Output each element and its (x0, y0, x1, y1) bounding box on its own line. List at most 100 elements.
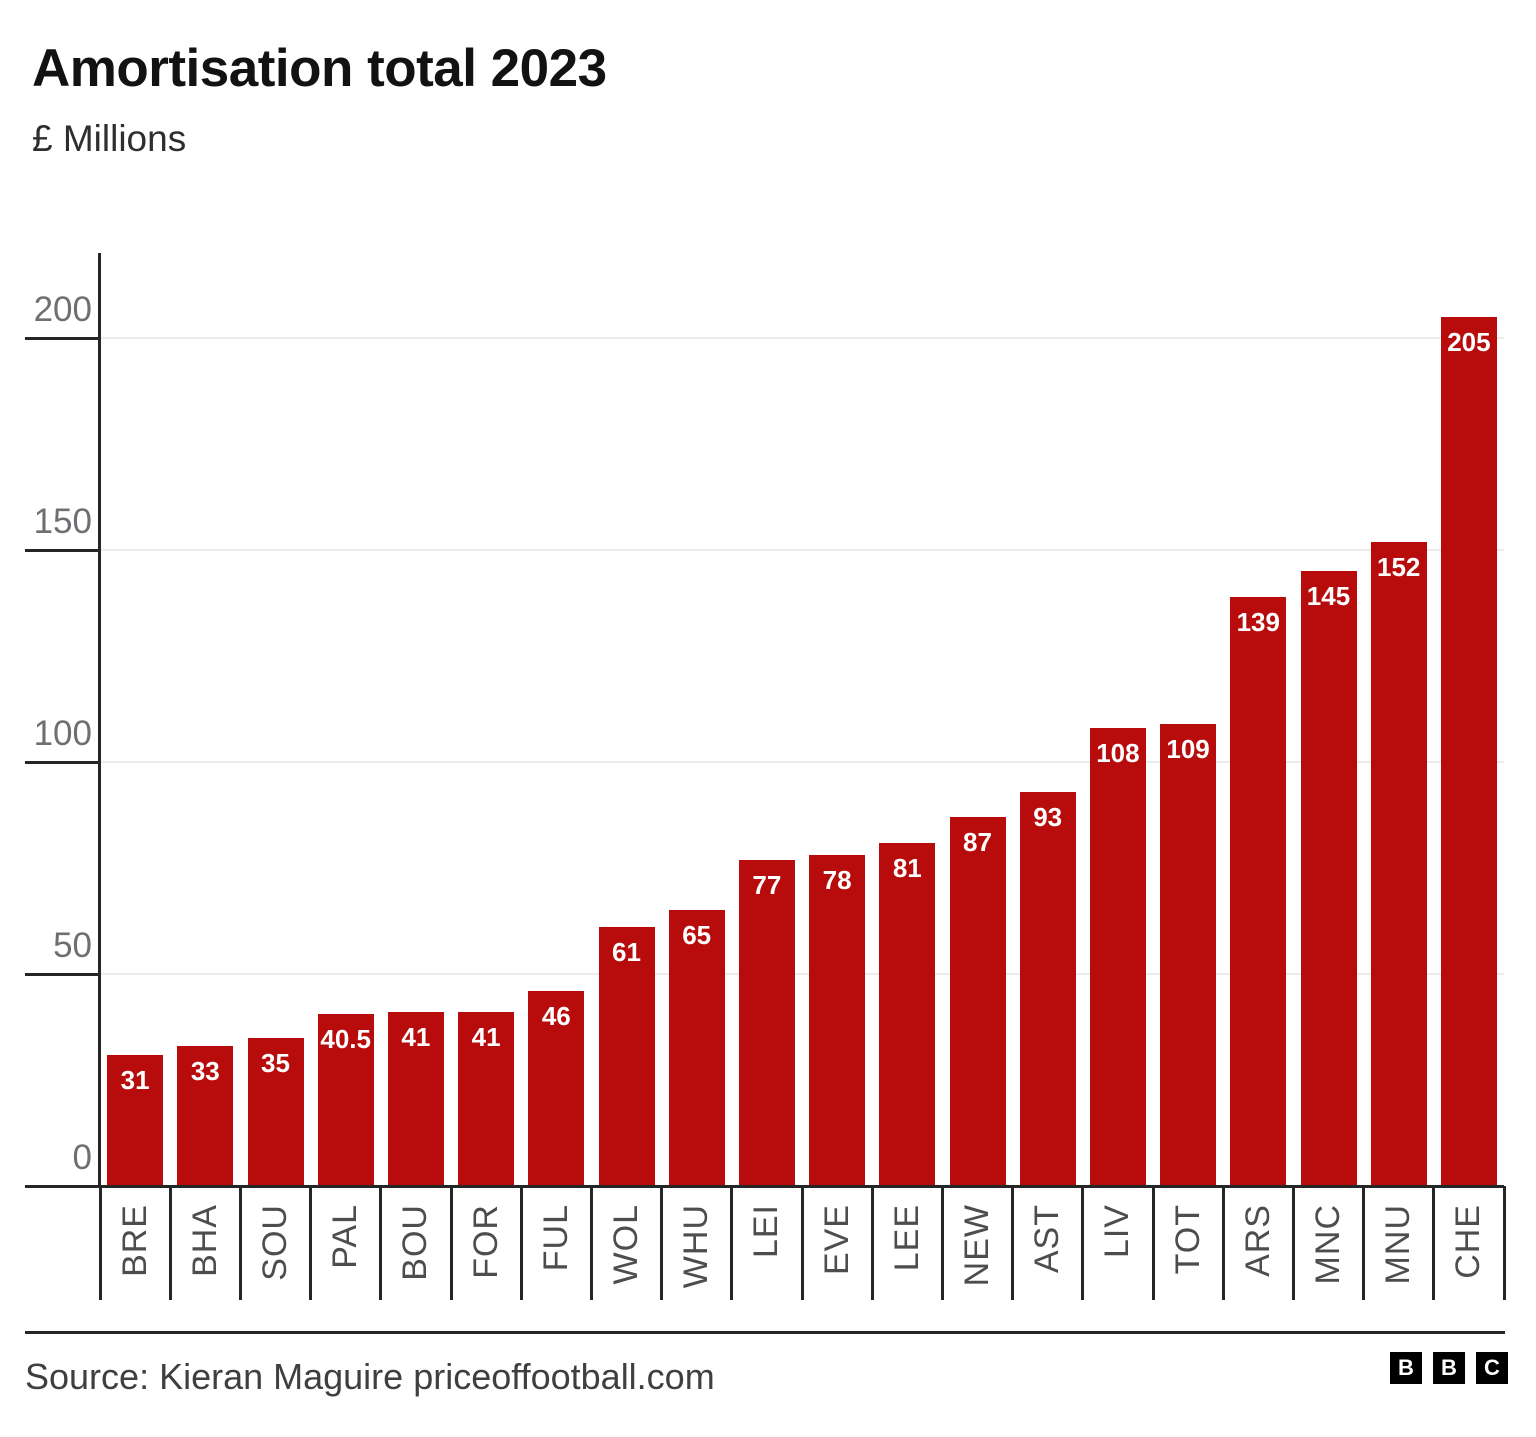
x-axis-tick (379, 1186, 383, 1300)
bar-value-label: 33 (190, 1056, 220, 1087)
x-axis-label-ful: FUL (521, 1204, 591, 1316)
x-axis-tick (519, 1186, 523, 1300)
x-axis-label-wol: WOL (591, 1204, 661, 1316)
page-title: Amortisation total 2023 (32, 39, 607, 98)
bar-mnc (1300, 571, 1357, 1186)
bar-value-label: 41 (471, 1022, 501, 1053)
footer-divider (25, 1331, 1505, 1334)
x-axis-label-text: BOU (396, 1204, 435, 1281)
y-axis-tick (25, 548, 100, 552)
x-axis-tick (870, 1186, 874, 1300)
bar-che (1440, 316, 1497, 1186)
bar-bou (387, 1012, 444, 1186)
x-axis-label-text: CHE (1449, 1204, 1488, 1279)
x-axis-label-whu: WHU (662, 1204, 732, 1316)
x-axis-label-text: EVE (817, 1204, 856, 1276)
x-axis-label-tot: TOT (1153, 1204, 1223, 1316)
bar-new (949, 817, 1006, 1186)
y-axis-tick (25, 336, 100, 340)
x-axis-tick (589, 1186, 593, 1300)
x-axis-label-sou: SOU (240, 1204, 310, 1316)
source-text: Source: Kieran Maguire priceoffootball.c… (25, 1356, 715, 1397)
x-axis-line (25, 1185, 1504, 1188)
x-axis-label-text: LEI (747, 1204, 786, 1259)
x-axis-label-mnu: MNU (1364, 1204, 1434, 1316)
gridline (100, 549, 1504, 551)
bar-for (458, 1012, 515, 1186)
bar-ars (1230, 596, 1287, 1186)
x-axis-tick (730, 1186, 734, 1300)
bar-value-label: 139 (1236, 606, 1280, 637)
x-axis-tick (1011, 1186, 1015, 1300)
bar-value-label: 31 (120, 1064, 150, 1095)
x-axis-label-text: LIV (1098, 1204, 1137, 1259)
x-axis-label-pal: PAL (311, 1204, 381, 1316)
x-axis-label-text: MNU (1379, 1204, 1418, 1285)
x-axis-label-bre: BRE (100, 1204, 170, 1316)
x-axis-tick (1502, 1186, 1506, 1300)
bbc-logo: B B C (1390, 1352, 1508, 1384)
bar-value-label: 35 (261, 1047, 290, 1078)
bar-value-label: 93 (1033, 801, 1063, 832)
x-axis-tick (1081, 1186, 1085, 1300)
page-subtitle: £ Millions (32, 118, 187, 159)
x-axis-tick (168, 1186, 172, 1300)
bar-lee (879, 842, 936, 1186)
bar-ful (528, 990, 585, 1186)
x-axis-label-for: FOR (451, 1204, 521, 1316)
x-axis-label-text: WOL (606, 1204, 645, 1285)
bar-value-label: 40.5 (320, 1024, 371, 1055)
bar-sou (247, 1037, 304, 1186)
gridline (100, 973, 1504, 975)
bar-tot (1160, 723, 1217, 1186)
y-axis-tick-label: 100 (33, 714, 92, 753)
x-axis-tick (1291, 1186, 1295, 1300)
x-axis-label-text: ARS (1238, 1204, 1277, 1277)
x-axis-label-ars: ARS (1223, 1204, 1293, 1316)
x-axis-tick (1362, 1186, 1366, 1300)
x-axis-label-text: NEW (957, 1204, 996, 1287)
y-axis-tick-label: 200 (33, 290, 92, 329)
y-axis-line (98, 253, 101, 1186)
x-axis-tick (800, 1186, 804, 1300)
bar-liv (1089, 728, 1146, 1186)
x-axis-label-new: NEW (942, 1204, 1012, 1316)
x-axis-label-text: FOR (466, 1204, 505, 1279)
x-axis-tick (238, 1186, 242, 1300)
bar-value-label: 46 (541, 1000, 571, 1031)
bar-value-label: 61 (612, 937, 641, 968)
bar-value-label: 41 (401, 1022, 431, 1053)
x-axis-label-text: SOU (255, 1204, 294, 1281)
x-axis-label-mnc: MNC (1293, 1204, 1363, 1316)
x-axis-label-text: TOT (1168, 1204, 1207, 1275)
x-axis-label-text: MNC (1308, 1204, 1347, 1285)
bar-value-label: 87 (963, 827, 992, 858)
x-axis-label-lei: LEI (732, 1204, 802, 1316)
bar-value-label: 145 (1306, 581, 1351, 612)
x-axis-tick (940, 1186, 944, 1300)
bar-mnu (1370, 541, 1427, 1186)
x-axis-label-ast: AST (1013, 1204, 1083, 1316)
y-axis-tick-label: 50 (53, 926, 92, 965)
bar-wol (598, 927, 655, 1186)
y-axis-tick-label: 150 (33, 502, 92, 541)
y-axis-tick-label: 0 (72, 1138, 92, 1177)
x-axis-tick (309, 1186, 313, 1300)
bar-bre (107, 1054, 164, 1186)
bbc-logo-letter-box: B (1390, 1352, 1422, 1384)
x-axis-label-text: AST (1028, 1204, 1067, 1274)
x-axis-label-text: FUL (536, 1204, 575, 1272)
bar-value-label: 78 (822, 865, 852, 896)
x-axis-tick (449, 1186, 453, 1300)
bar-value-label: 109 (1166, 733, 1210, 764)
x-axis-label-text: BRE (115, 1204, 154, 1277)
bar-bha (177, 1046, 234, 1186)
bar-value-label: 205 (1447, 326, 1491, 357)
bar-pal (317, 1014, 374, 1186)
bar-whu (668, 910, 725, 1186)
x-axis-tick (1432, 1186, 1436, 1300)
x-axis-label-text: WHU (677, 1204, 716, 1289)
x-axis-label-lee: LEE (872, 1204, 942, 1316)
